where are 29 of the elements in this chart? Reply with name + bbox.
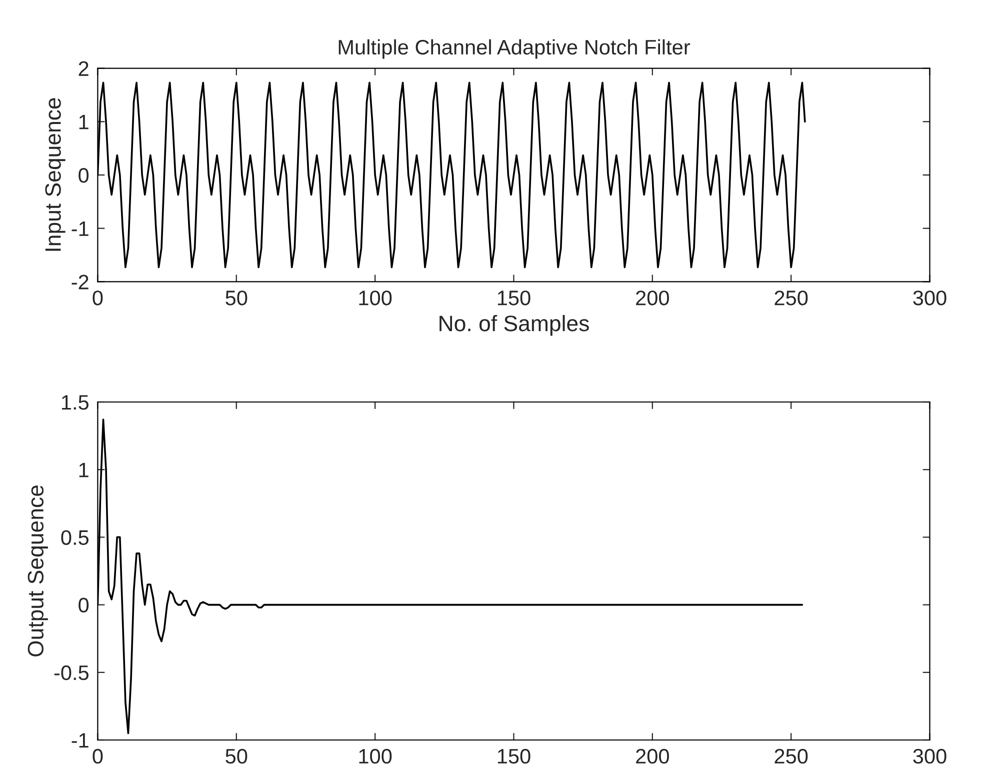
- x-tick-label: 0: [92, 748, 103, 764]
- y-tick-label: -2: [72, 274, 88, 290]
- chart-title: Multiple Channel Adaptive Notch Filter: [338, 39, 690, 59]
- y-axis-title: Input Sequence: [45, 98, 66, 251]
- x-tick-label: 200: [636, 748, 669, 764]
- y-tick-label: 1: [79, 114, 88, 130]
- y-tick-label: 1: [79, 462, 88, 478]
- x-axis-title: No. of Samples: [440, 314, 589, 336]
- x-tick-label: 250: [774, 290, 808, 306]
- y-axis-title: Output Sequence: [28, 485, 48, 656]
- y-tick-label: 0: [78, 598, 89, 613]
- x-tick-label: 300: [913, 290, 946, 306]
- x-tick-label: 100: [359, 290, 392, 306]
- x-tick-label: 50: [226, 290, 248, 306]
- y-tick-label: 0: [78, 168, 89, 183]
- x-tick-label: 50: [226, 748, 248, 764]
- y-tick-label: 2: [78, 61, 88, 76]
- x-tick-label: 300: [913, 748, 946, 764]
- x-tick-label: 250: [774, 748, 808, 764]
- y-tick-label: -1: [72, 222, 88, 236]
- y-tick-label: -1: [72, 733, 88, 748]
- x-tick-label: 100: [359, 748, 392, 764]
- y-tick-label: 1.5: [62, 395, 89, 410]
- x-tick-label: 150: [498, 290, 530, 306]
- x-tick-label: 0: [92, 290, 103, 306]
- y-tick-label: -0.5: [54, 665, 89, 680]
- x-tick-label: 150: [498, 748, 530, 764]
- y-tick-label: 0.5: [61, 530, 89, 545]
- x-tick-label: 200: [636, 290, 669, 306]
